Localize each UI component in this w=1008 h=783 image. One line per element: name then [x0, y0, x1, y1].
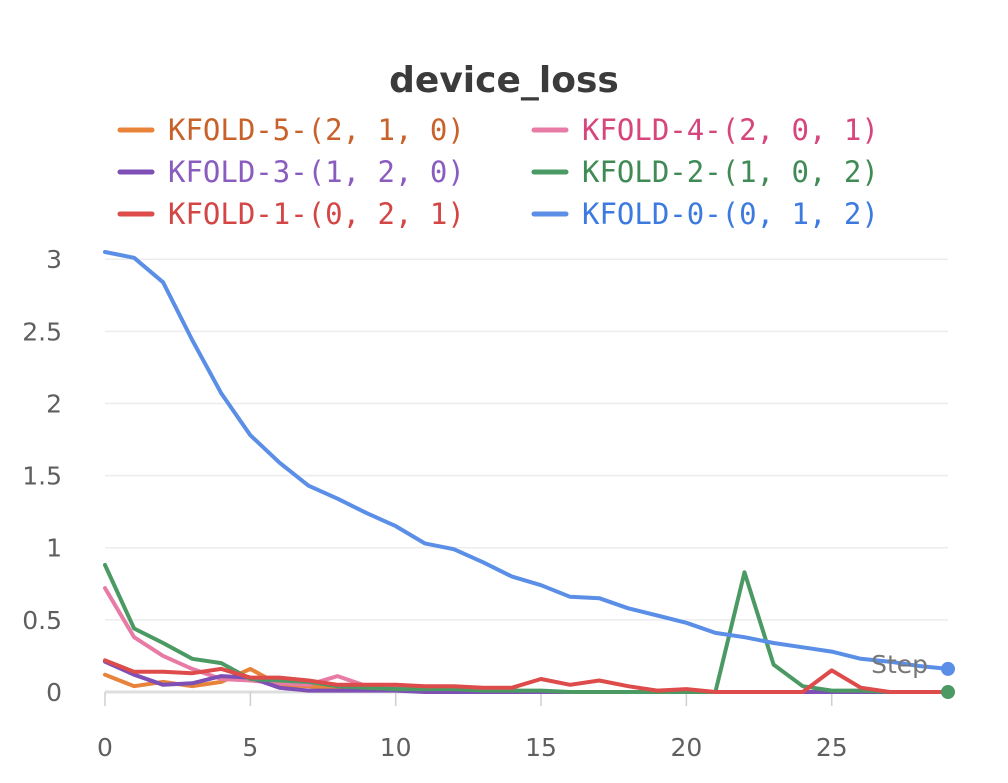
y-tick-label: 1.5 [22, 462, 62, 491]
series-group [103, 250, 955, 699]
legend-label: KFOLD-3-(1, 2, 0) [168, 155, 465, 189]
y-tick-label: 0.5 [22, 606, 62, 635]
chart-title: device_loss [389, 60, 619, 101]
x-tick-label: 0 [97, 733, 113, 762]
x-tick-label: 20 [670, 733, 702, 762]
x-axis: 0 5 10 15 20 25 [97, 692, 848, 762]
x-tick-label: 10 [380, 733, 412, 762]
y-tick-label: 3 [46, 245, 62, 274]
series-line [103, 658, 950, 694]
x-tick-label: 15 [525, 733, 557, 762]
grid [105, 258, 948, 694]
legend-item: KFOLD-5-(2, 1, 0) [117, 113, 465, 147]
y-axis: 0 0.5 1 1.5 2 2.5 3 [22, 245, 62, 707]
x-tick-label: 5 [242, 733, 258, 762]
series-end-marker [941, 661, 955, 676]
legend-label: KFOLD-2-(1, 0, 2) [582, 155, 879, 189]
y-tick-label: 2 [46, 389, 62, 418]
legend-item: KFOLD-3-(1, 2, 0) [117, 155, 465, 189]
legend-item: KFOLD-2-(1, 0, 2) [531, 155, 879, 189]
y-tick-label: 2.5 [22, 317, 62, 346]
legend: KFOLD-5-(2, 1, 0) KFOLD-4-(2, 0, 1) KFOLD-… [117, 113, 879, 231]
legend-item: KFOLD-4-(2, 0, 1) [531, 113, 879, 147]
x-tick-label: 25 [816, 733, 848, 762]
x-axis-label: Step [871, 650, 928, 679]
legend-label: KFOLD-5-(2, 1, 0) [168, 113, 465, 147]
y-tick-label: 1 [46, 534, 62, 563]
series-end-marker [941, 685, 955, 699]
series-line [103, 250, 950, 671]
y-tick-label: 0 [46, 678, 62, 707]
legend-label: KFOLD-4-(2, 0, 1) [582, 113, 879, 147]
legend-item: KFOLD-1-(0, 2, 1) [117, 197, 465, 231]
legend-label: KFOLD-1-(0, 2, 1) [168, 197, 465, 231]
legend-item: KFOLD-0-(0, 1, 2) [531, 197, 879, 231]
legend-label: KFOLD-0-(0, 1, 2) [582, 197, 879, 231]
